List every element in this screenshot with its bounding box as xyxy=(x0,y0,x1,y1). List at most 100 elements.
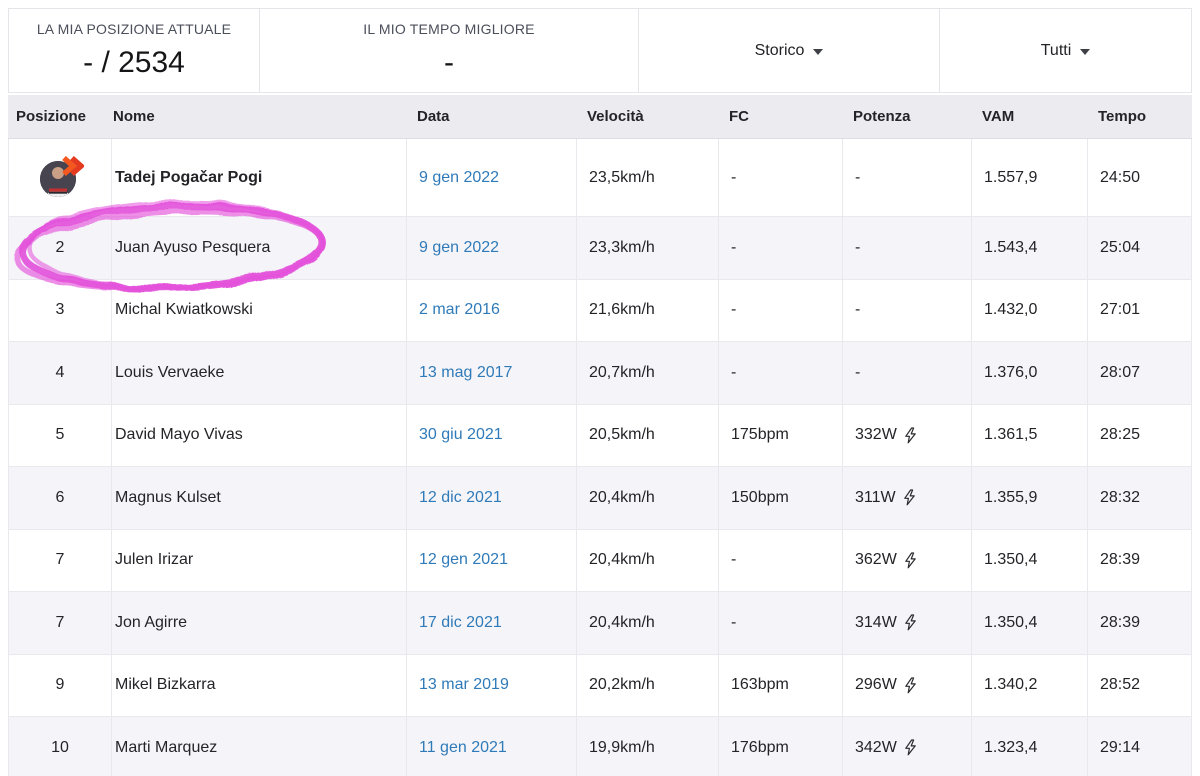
effort-date-link[interactable]: 11 gen 2021 xyxy=(419,738,507,756)
position-cell: 7 xyxy=(9,592,111,654)
column-header-data: Data xyxy=(417,108,450,125)
position-cell: 9 xyxy=(9,655,111,717)
vam-value: 1.432,0 xyxy=(971,279,1087,341)
power-value: 311W xyxy=(855,488,896,506)
power-cell: 342W xyxy=(842,717,971,776)
stat-best-time-value: - xyxy=(444,46,454,79)
time-value: 28:39 xyxy=(1087,592,1193,654)
position-number: 2 xyxy=(55,238,65,256)
power-value: 296W xyxy=(855,676,897,694)
column-header-nome: Nome xyxy=(113,108,155,125)
fc-value: - xyxy=(718,217,842,279)
speed-value: 23,5km/h xyxy=(576,139,718,216)
speed-value: 20,2km/h xyxy=(576,654,718,716)
column-header-potenza: Potenza xyxy=(853,108,911,125)
position-number: 10 xyxy=(51,738,69,756)
filter-storico-dropdown[interactable]: Storico xyxy=(638,9,939,92)
date-cell: 17 dic 2021 xyxy=(406,592,576,654)
column-header-velocita: Velocità xyxy=(587,108,644,125)
power-value: - xyxy=(855,238,861,256)
effort-date-link[interactable]: 12 gen 2021 xyxy=(419,551,508,569)
position-number: 4 xyxy=(55,363,65,381)
power-cell: - xyxy=(842,279,971,341)
fc-value: - xyxy=(718,342,842,404)
vam-value: 1.350,4 xyxy=(971,529,1087,591)
vam-value: 1.376,0 xyxy=(971,342,1087,404)
power-bolt-icon xyxy=(904,614,917,631)
power-cell: - xyxy=(842,342,971,404)
athlete-name: Marti Marquez xyxy=(111,717,406,776)
vam-value: 1.340,2 xyxy=(971,654,1087,716)
position-cell: 4 xyxy=(9,342,111,404)
power-bolt-icon xyxy=(904,739,917,756)
speed-value: 20,5km/h xyxy=(576,404,718,466)
effort-date-link[interactable]: 12 dic 2021 xyxy=(419,488,502,506)
table-row: 10 xyxy=(9,717,1191,776)
athlete-name: Juan Ayuso Pesquera xyxy=(111,217,406,279)
athlete-name: Magnus Kulset xyxy=(111,467,406,529)
position-cell: 2 xyxy=(9,217,111,279)
filter-tutti-dropdown[interactable]: Tutti xyxy=(939,9,1191,92)
table-row: 9 xyxy=(9,654,1193,717)
athlete-name: David Mayo Vivas xyxy=(111,404,406,466)
fc-value: 150bpm xyxy=(718,467,842,529)
power-value: - xyxy=(855,168,861,186)
time-value: 28:32 xyxy=(1087,467,1193,529)
column-header-posizione: Posizione xyxy=(16,108,87,125)
fc-value: - xyxy=(718,592,842,654)
time-value: 28:39 xyxy=(1087,529,1193,591)
power-cell: 314W xyxy=(842,592,971,654)
chevron-down-icon xyxy=(813,48,824,55)
power-value: 362W xyxy=(855,551,897,569)
effort-date-link[interactable]: 2 mar 2016 xyxy=(419,301,500,319)
position-cell: 10 xyxy=(9,717,111,776)
athlete-name: Jon Agirre xyxy=(111,592,406,654)
filter-storico-label: Storico xyxy=(754,41,805,59)
position-number: 7 xyxy=(55,551,65,569)
filter-tutti-label: Tutti xyxy=(1040,41,1072,59)
position-cell: 3 xyxy=(9,280,111,342)
effort-date-link[interactable]: 9 gen 2022 xyxy=(419,168,500,186)
power-bolt-icon xyxy=(904,427,917,444)
speed-value: 23,3km/h xyxy=(576,217,718,279)
date-cell: 11 gen 2021 xyxy=(406,717,576,776)
athlete-name: Louis Vervaeke xyxy=(111,342,406,404)
date-cell: 30 giu 2021 xyxy=(406,404,576,466)
speed-value: 20,4km/h xyxy=(576,529,718,591)
time-value: 24:50 xyxy=(1087,139,1193,216)
chevron-down-icon xyxy=(1080,48,1091,55)
vam-value: 1.543,4 xyxy=(971,217,1087,279)
table-row: 3 xyxy=(9,279,1191,342)
effort-date-link[interactable]: 9 gen 2022 xyxy=(419,238,500,256)
power-value: 314W xyxy=(855,613,897,631)
stat-best-time-label: IL MIO TEMPO MIGLIORE xyxy=(363,21,535,37)
vam-value: 1.350,4 xyxy=(971,592,1087,654)
fc-value: - xyxy=(718,529,842,591)
time-value: 28:07 xyxy=(1087,342,1193,404)
table-row: 2 xyxy=(9,217,1191,280)
column-header-tempo: Tempo xyxy=(1098,108,1147,125)
time-value: 28:52 xyxy=(1087,654,1193,716)
stat-current-position-label: LA MIA POSIZIONE ATTUALE xyxy=(36,21,232,37)
table-body: Tadej Pogačar Pogi 9 gen 2022 23,5km/h -… xyxy=(8,139,1192,776)
position-number: 3 xyxy=(55,301,65,319)
position-cell: 5 xyxy=(9,405,111,467)
date-cell: 12 dic 2021 xyxy=(406,467,576,529)
effort-date-link[interactable]: 13 mag 2017 xyxy=(419,363,513,381)
table-header: Posizione Nome Data Velocità FC Potenza … xyxy=(8,95,1192,139)
fc-value: 163bpm xyxy=(718,654,842,716)
effort-date-link[interactable]: 17 dic 2021 xyxy=(419,613,502,631)
time-value: 25:04 xyxy=(1087,217,1193,279)
effort-date-link[interactable]: 13 mar 2019 xyxy=(419,676,509,694)
vam-value: 1.355,9 xyxy=(971,467,1087,529)
effort-date-link[interactable]: 30 giu 2021 xyxy=(419,426,503,444)
date-cell: 12 gen 2021 xyxy=(406,529,576,591)
speed-value: 21,6km/h xyxy=(576,279,718,341)
column-header-fc: FC xyxy=(729,108,749,125)
power-cell: 296W xyxy=(842,654,971,716)
table-row: 6 xyxy=(9,467,1191,530)
time-value: 29:14 xyxy=(1087,717,1193,776)
fc-value: - xyxy=(718,139,842,216)
date-cell: 2 mar 2016 xyxy=(406,279,576,341)
